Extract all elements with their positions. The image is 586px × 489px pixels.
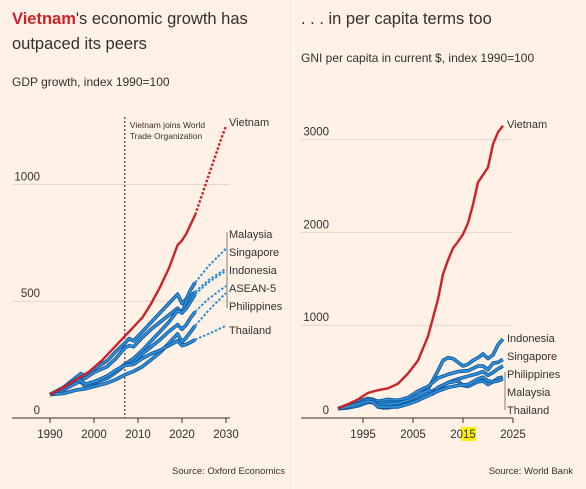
left-line-projection-indonesia: [194, 269, 227, 295]
left-y-tick-500: 500: [21, 288, 40, 300]
left-chart-title: Vietnam's economic growth has: [12, 10, 248, 28]
right-series-label-malaysia: Malaysia: [507, 387, 551, 399]
left-chart-subtitle: GDP growth, index 1990=100: [12, 75, 170, 89]
left-series-label-thailand: Thailand: [229, 325, 271, 337]
right-y-tick-1000: 1000: [303, 312, 329, 324]
left-line-philippines: [49, 325, 197, 396]
right-x-tick-highlight: [461, 427, 476, 441]
left-line-projection-asean-5: [194, 285, 227, 313]
left-line-projection-vietnam: [194, 125, 228, 216]
title-highlight: Vietnam: [12, 10, 76, 28]
right-y-tick-3000: 3000: [303, 127, 329, 139]
right-chart-subtitle: GNI per capita in current $, index 1990=…: [301, 51, 534, 65]
wto-annotation-text-2: Trade Organization: [130, 131, 203, 141]
left-series-label-indonesia: Indonesia: [229, 265, 278, 277]
left-series-label-vietnam: Vietnam: [229, 117, 269, 129]
right-x-tick-2005: 2005: [400, 429, 426, 441]
wto-annotation-text-1: Vietnam joins World: [130, 120, 206, 130]
right-series-label-indonesia: Indonesia: [507, 333, 556, 345]
right-series-label-thailand: Thailand: [507, 405, 549, 417]
left-line-projection-thailand: [194, 324, 227, 341]
left-x-tick-2000: 2000: [81, 429, 107, 441]
left-chart-source: Source: Oxford Economics: [172, 466, 285, 477]
left-line-thailand: [49, 338, 196, 396]
left-x-tick-2030: 2030: [213, 429, 239, 441]
left-line-projection-malaysia: [194, 247, 227, 284]
right-line-thailand: [337, 376, 504, 410]
right-x-tick-2025: 2025: [500, 429, 526, 441]
right-y-tick-2000: 2000: [303, 219, 329, 231]
right-series-label-vietnam: Vietnam: [507, 119, 547, 131]
left-series-label-philippines: Philippines: [229, 301, 283, 313]
left-chart-title-line2: outpaced its peers: [12, 35, 147, 53]
right-y-tick-0: 0: [323, 405, 329, 417]
left-series-label-singapore: Singapore: [229, 247, 279, 259]
right-chart-title: . . . in per capita terms too: [301, 10, 492, 28]
left-line-malaysia: [49, 281, 197, 396]
left-line-projection-philippines: [194, 292, 227, 327]
left-x-tick-2020: 2020: [169, 429, 195, 441]
left-series-label-malaysia: Malaysia: [229, 229, 273, 241]
left-y-tick-1000: 1000: [14, 171, 40, 183]
left-x-tick-2010: 2010: [125, 429, 151, 441]
left-x-tick-1990: 1990: [37, 429, 63, 441]
right-chart-source: Source: World Bank: [489, 466, 574, 477]
right-x-tick-1995: 1995: [350, 429, 376, 441]
panel-divider: [293, 0, 294, 489]
left-line-vietnam: [49, 214, 197, 396]
title-rest: 's economic growth has: [76, 10, 248, 28]
right-x-tick-2015: 2015: [450, 429, 476, 441]
left-series-label-asean-5: ASEAN-5: [229, 283, 276, 295]
left-line-projection-singapore: [194, 267, 227, 293]
right-series-label-singapore: Singapore: [507, 351, 557, 363]
right-series-label-philippines: Philippines: [507, 369, 561, 381]
left-y-tick-0: 0: [34, 405, 40, 417]
right-line-vietnam: [337, 124, 504, 410]
